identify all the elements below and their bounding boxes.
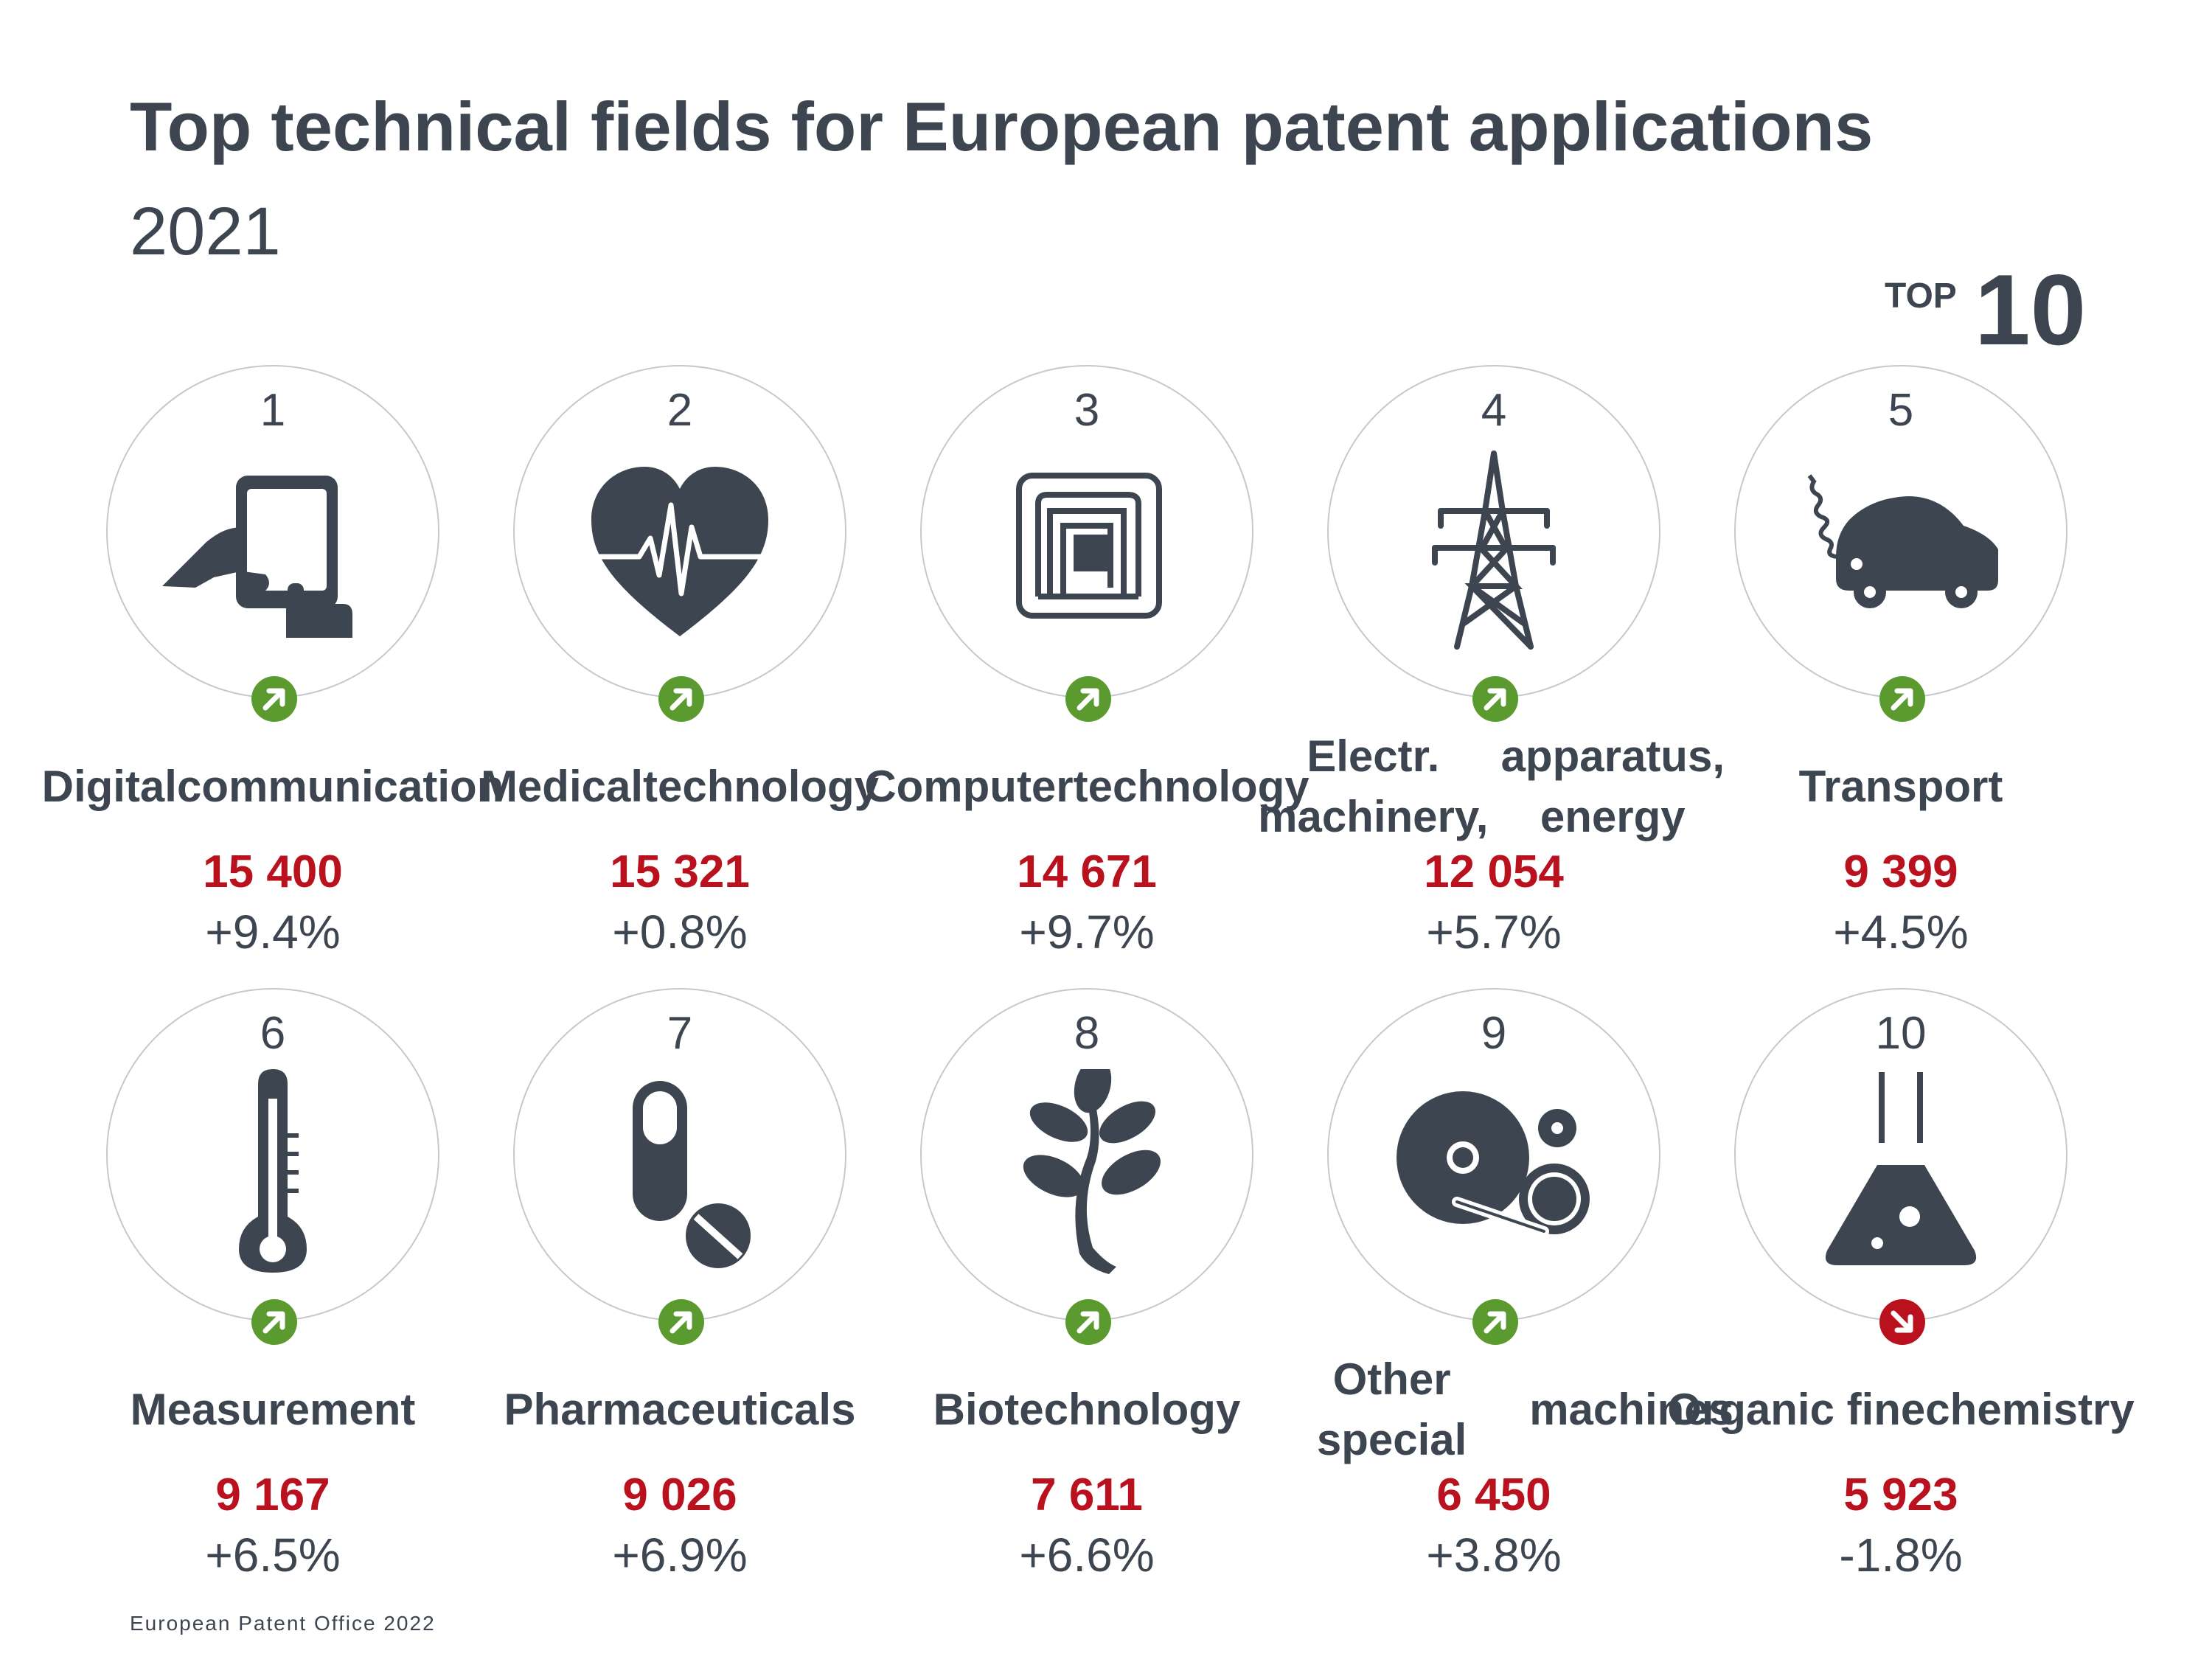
trend-up-icon — [1472, 676, 1518, 722]
page-title: Top technical fields for European patent… — [130, 88, 1874, 165]
field-change: +5.7% — [1426, 905, 1562, 959]
field-label-line: Electr. machinery, — [1258, 731, 1489, 841]
field-change: +9.4% — [205, 905, 341, 959]
top10-badge-big: 10 — [1975, 254, 2087, 366]
field-label-line: technology — [1073, 762, 1310, 811]
field-value: 5 923 — [1843, 1470, 1958, 1520]
field-rank: 10 — [1875, 1008, 1927, 1059]
trend-down-icon — [1879, 1299, 1925, 1345]
trend-up-icon — [251, 676, 297, 722]
field-label: Other special machines — [1254, 1348, 1733, 1472]
field-rank: 3 — [1074, 385, 1100, 436]
field-label: Electr. machinery, apparatus, energy — [1254, 725, 1733, 849]
field-change: +6.6% — [1019, 1528, 1155, 1582]
field-value: 15 400 — [203, 846, 343, 897]
field-change: -1.8% — [1839, 1528, 1963, 1582]
field-rank: 9 — [1481, 1008, 1507, 1059]
field-value: 9 026 — [622, 1470, 737, 1520]
trend-up-icon — [1472, 1299, 1518, 1345]
source-note: European Patent Office 2022 — [130, 1612, 436, 1635]
field-rank: 7 — [667, 1008, 693, 1059]
electric-car-icon — [1790, 446, 2011, 653]
trend-up-icon — [1065, 1299, 1111, 1345]
field-value: 7 611 — [1031, 1470, 1143, 1520]
field-label: Measurement — [33, 1348, 512, 1472]
field-label-line: Transport — [1798, 762, 2003, 811]
field-change: +4.5% — [1833, 905, 1969, 959]
field-label-line: Organic fine — [1667, 1385, 1926, 1434]
field-value: 15 321 — [610, 846, 750, 897]
field-change: +9.7% — [1019, 905, 1155, 959]
field-value: 12 054 — [1424, 846, 1564, 897]
field-label: Medical technology — [440, 725, 919, 849]
machine-gears-icon — [1383, 1069, 1604, 1276]
top10-badge: TOP 10 — [1885, 260, 2106, 369]
flask-icon — [1790, 1069, 2011, 1276]
trend-up-icon — [251, 1299, 297, 1345]
field-rank: 5 — [1888, 385, 1914, 436]
tablet-hand-icon — [162, 446, 383, 653]
field-label-line: chemistry — [1925, 1385, 2135, 1434]
top10-badge-small: TOP — [1885, 276, 1957, 316]
heart-pulse-icon — [569, 446, 790, 653]
field-label: Transport — [1661, 725, 2140, 849]
field-label-line: Computer — [864, 762, 1074, 811]
field-value: 14 671 — [1017, 846, 1157, 897]
field-label: Organic fine chemistry — [1661, 1348, 2140, 1472]
field-label-line: Medical — [480, 762, 644, 811]
field-label-line: Biotechnology — [933, 1385, 1241, 1434]
field-change: +6.9% — [612, 1528, 748, 1582]
field-rank: 2 — [667, 385, 693, 436]
field-rank: 1 — [260, 385, 286, 436]
field-label-line: communication — [176, 762, 504, 811]
field-label: Pharmaceuticals — [440, 1348, 919, 1472]
field-label: Digital communication — [33, 725, 512, 849]
field-label-line: Digital — [41, 762, 177, 811]
field-label: Biotechnology — [847, 1348, 1326, 1472]
power-pylon-icon — [1383, 446, 1604, 653]
chip-icon — [976, 446, 1197, 653]
field-label-line: Measurement — [130, 1385, 416, 1434]
field-label-line: technology — [643, 762, 880, 811]
field-label: Computer technology — [847, 725, 1326, 849]
field-change: +3.8% — [1426, 1528, 1562, 1582]
trend-up-icon — [1879, 676, 1925, 722]
thermometer-icon — [162, 1069, 383, 1276]
page-subtitle: 2021 — [130, 194, 281, 269]
plant-icon — [976, 1069, 1197, 1276]
field-rank: 6 — [260, 1008, 286, 1059]
field-value: 9 167 — [215, 1470, 330, 1520]
trend-up-icon — [1065, 676, 1111, 722]
field-value: 6 450 — [1436, 1470, 1551, 1520]
field-label-line: Other special — [1316, 1354, 1467, 1464]
field-change: +6.5% — [205, 1528, 341, 1582]
field-change: +0.8% — [612, 905, 748, 959]
pills-icon — [569, 1069, 790, 1276]
trend-up-icon — [658, 676, 704, 722]
field-label-line: apparatus, energy — [1500, 731, 1725, 841]
field-rank: 4 — [1481, 385, 1507, 436]
field-value: 9 399 — [1843, 846, 1958, 897]
field-label-line: machines — [1529, 1385, 1733, 1434]
trend-up-icon — [658, 1299, 704, 1345]
field-rank: 8 — [1074, 1008, 1100, 1059]
field-label-line: Pharmaceuticals — [504, 1385, 856, 1434]
